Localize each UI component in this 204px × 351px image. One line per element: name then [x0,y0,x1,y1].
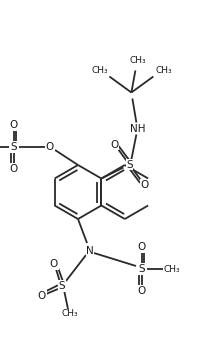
Text: O: O [46,142,54,152]
Text: CH₃: CH₃ [129,56,145,65]
Text: CH₃: CH₃ [61,310,78,318]
Text: O: O [137,242,145,252]
Text: N: N [86,246,93,256]
Text: S: S [125,159,132,170]
Text: O: O [38,291,46,301]
Text: CH₃: CH₃ [163,265,180,273]
Text: O: O [110,139,118,150]
Text: S: S [11,142,17,152]
Text: CH₃: CH₃ [154,66,171,75]
Text: O: O [10,120,18,130]
Text: NH: NH [129,124,144,133]
Text: S: S [138,264,145,274]
Text: S: S [58,281,65,291]
Text: O: O [10,164,18,174]
Text: O: O [140,179,148,190]
Text: CH₃: CH₃ [91,66,107,75]
Text: O: O [50,259,58,269]
Text: O: O [137,286,145,296]
